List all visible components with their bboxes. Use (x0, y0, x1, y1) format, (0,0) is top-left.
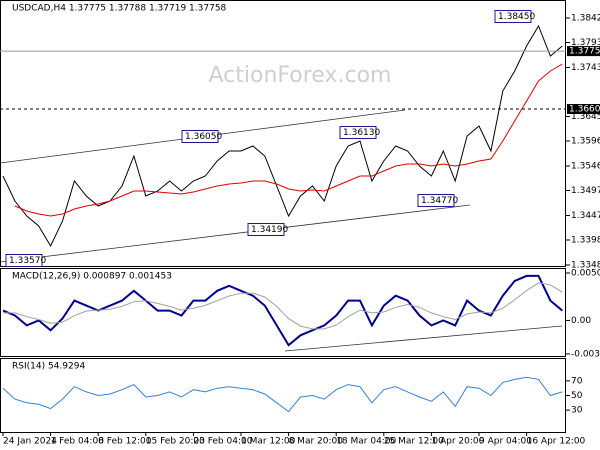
macd-panel-frame (0, 268, 566, 357)
x-tick-label: 8 Mar 20:00 (289, 437, 344, 447)
y-tick-label: 0.00 (571, 316, 591, 326)
annotation-label: 1.36050 (185, 132, 222, 142)
y-tick-label: 50 (571, 391, 583, 401)
y-tick-label: 1.35460 (571, 162, 600, 172)
y-tick-label: 1.36450 (571, 112, 600, 122)
y-tick-label: 0.005054 (571, 268, 600, 278)
x-tick-label: 1 Mar 12:00 (241, 437, 296, 447)
y-tick-label: 1.38420 (571, 14, 600, 24)
y-tick-label: 1.35960 (571, 137, 600, 147)
annotation-box (5, 254, 43, 267)
y-tick-label: 1.37430 (571, 63, 600, 73)
chart-title: USDCAD,H4 1.37775 1.37788 1.37719 1.3775… (12, 4, 227, 14)
annotation-label: 1.33570 (9, 256, 46, 266)
y-tick-label: 1.37930 (571, 38, 600, 48)
x-tick-label: 8 Feb 12:00 (98, 437, 152, 447)
y-tick-label: 1.34970 (571, 186, 600, 196)
x-tick-label: 9 Apr 04:00 (479, 437, 532, 447)
x-tick-label: 1 Feb 04:00 (51, 437, 105, 447)
x-tick-label: 15 Feb 20:00 (146, 437, 205, 447)
annotation-box (181, 130, 219, 143)
annotation-box (494, 10, 532, 23)
level-label: 1.36600 (569, 105, 600, 115)
series-line (2, 376, 563, 413)
annotation-box (247, 223, 285, 236)
y-tick-label: -0.003569 (571, 349, 600, 359)
annotation-label: 1.36130 (343, 128, 380, 138)
y-tick-label: 70 (571, 376, 583, 386)
annotation-box (417, 194, 455, 207)
level-label-bg (567, 104, 600, 114)
x-tick-label: 16 Apr 12:00 (527, 437, 586, 447)
macd-title: MACD(12,26,9) 0.000897 0.001453 (12, 272, 172, 282)
series-line (3, 282, 563, 330)
annotation-label: 1.34190 (251, 225, 288, 235)
x-tick-label: 18 Mar 04:00 (336, 437, 396, 447)
main-panel-frame (0, 0, 566, 267)
series-line (14, 63, 563, 217)
annotation-label: 1.34770 (421, 196, 458, 206)
x-tick-label: 1 Apr 20:00 (431, 437, 484, 447)
annotation-box (339, 126, 377, 139)
rsi-title: RSI(14) 54.9294 (12, 362, 85, 372)
level-label: 1.37758 (569, 47, 600, 57)
x-tick-label: 24 Jan 2024 (3, 437, 57, 447)
y-tick-label: 1.33480 (571, 261, 600, 271)
macd-trendline (284, 325, 563, 352)
series-line (2, 24, 563, 248)
level-label-bg (567, 46, 600, 57)
x-tick-label: 25 Mar 12:00 (384, 437, 444, 447)
annotation-label: 1.38450 (498, 12, 535, 22)
watermark: ActionForex.com (209, 63, 392, 88)
y-tick-label: 1.33980 (571, 236, 600, 246)
rsi-panel-frame (0, 358, 566, 433)
y-tick-label: 30 (571, 406, 583, 416)
y-tick-label: 1.34470 (571, 211, 600, 221)
channel-lower (0, 204, 471, 263)
x-tick-label: 23 Feb 04:00 (193, 437, 252, 447)
